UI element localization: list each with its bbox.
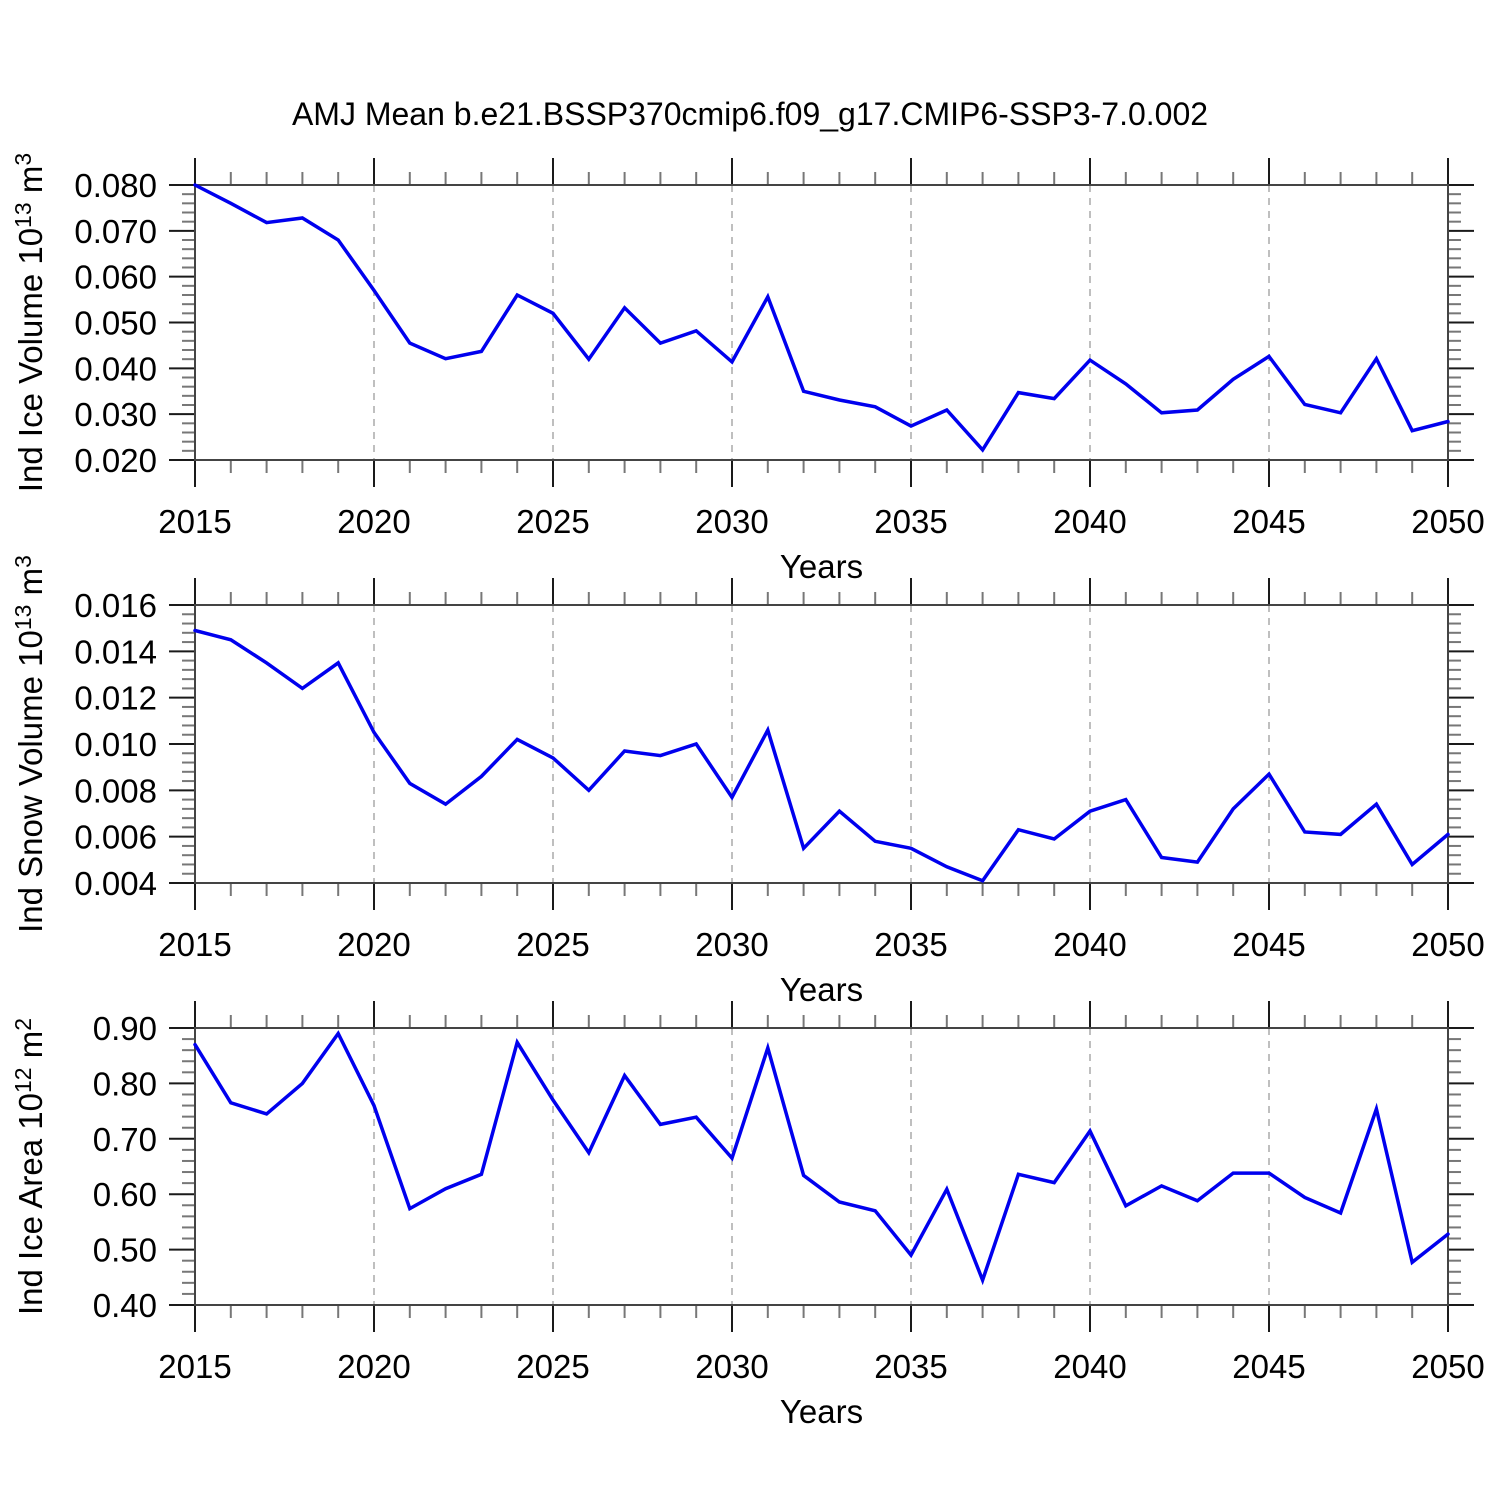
x-tick-label: 2045 bbox=[1232, 1348, 1305, 1385]
x-tick-label: 2035 bbox=[874, 1348, 947, 1385]
y-tick-label: 0.006 bbox=[74, 819, 157, 856]
x-tick-label: 2030 bbox=[695, 926, 768, 963]
panel-1: 0.020 0.030 0.040 0.050 0.060 0.070 0.080 2015 2… bbox=[10, 153, 1485, 585]
y-tick-label: 0.80 bbox=[93, 1065, 157, 1102]
y-tick-label: 0.60 bbox=[93, 1176, 157, 1213]
x-ticks bbox=[194, 158, 1449, 487]
y-ticks bbox=[169, 604, 1474, 884]
data-line-series bbox=[193, 628, 1450, 883]
y-tick-label: 0.080 bbox=[74, 167, 157, 204]
x-ticks bbox=[194, 1001, 1449, 1332]
x-axis-title: Years bbox=[780, 1393, 863, 1430]
y-tick-label: 0.070 bbox=[74, 213, 157, 250]
x-tick-label: 2045 bbox=[1232, 926, 1305, 963]
x-tick-label: 2015 bbox=[158, 926, 231, 963]
y-tick-label: 0.004 bbox=[74, 865, 157, 902]
x-tick-label: 2020 bbox=[337, 926, 410, 963]
x-tick-label: 2050 bbox=[1411, 1348, 1484, 1385]
y-tick-label: 0.008 bbox=[74, 772, 157, 809]
y-tick-label: 0.060 bbox=[74, 259, 157, 296]
x-tick-label: 2025 bbox=[516, 1348, 589, 1385]
panel-3: 0.40 0.50 0.60 0.70 0.80 0.90 2015 2020 2025 2030… bbox=[10, 1001, 1485, 1430]
y-tick-label: 0.040 bbox=[74, 350, 157, 387]
x-tick-label: 2040 bbox=[1053, 1348, 1126, 1385]
plot-frame bbox=[194, 604, 1449, 884]
y-tick-label: 0.70 bbox=[93, 1121, 157, 1158]
y-tick-label: 0.016 bbox=[74, 587, 157, 624]
x-tick-label: 2015 bbox=[158, 1348, 231, 1385]
x-tick-label: 2040 bbox=[1053, 926, 1126, 963]
y-tick-label: 0.014 bbox=[74, 633, 157, 670]
x-tick-label: 2020 bbox=[337, 1348, 410, 1385]
x-tick-label: 2035 bbox=[874, 503, 947, 540]
chart-title: AMJ Mean b.e21.BSSP370cmip6.f09_g17.CMIP… bbox=[291, 96, 1209, 132]
y-tick-label: 0.020 bbox=[74, 442, 157, 479]
x-tick-label: 2050 bbox=[1411, 926, 1484, 963]
x-tick-label: 2035 bbox=[874, 926, 947, 963]
x-tick-label: 2050 bbox=[1411, 503, 1484, 540]
panel-2: 0.004 0.006 0.008 0.010 0.012 0.014 0.016 2015 2… bbox=[10, 555, 1485, 1008]
y-tick-label: 0.012 bbox=[74, 680, 157, 717]
x-tick-label: 2015 bbox=[158, 503, 231, 540]
x-tick-label: 2045 bbox=[1232, 503, 1305, 540]
x-axis-title: Years bbox=[780, 548, 863, 585]
x-tick-label: 2030 bbox=[695, 1348, 768, 1385]
y-tick-label: 0.030 bbox=[74, 396, 157, 433]
y-tick-label: 0.050 bbox=[74, 305, 157, 342]
x-ticks bbox=[194, 578, 1449, 910]
y-tick-label: 0.40 bbox=[93, 1287, 157, 1324]
y-tick-label: 0.90 bbox=[93, 1010, 157, 1047]
x-tick-label: 2030 bbox=[695, 503, 768, 540]
data-line-series bbox=[193, 183, 1450, 453]
y-ticks bbox=[169, 1027, 1474, 1306]
x-tick-label: 2020 bbox=[337, 503, 410, 540]
x-tick-label: 2025 bbox=[516, 503, 589, 540]
data-line-series bbox=[193, 1030, 1450, 1286]
x-tick-label: 2025 bbox=[516, 926, 589, 963]
y-tick-label: 0.010 bbox=[74, 726, 157, 763]
y-axis-title: Ind Ice Area 1012 m2 bbox=[10, 1018, 49, 1315]
y-axis-title: Ind Ice Volume 1013 m3 bbox=[10, 153, 49, 492]
plot-frame bbox=[194, 184, 1449, 461]
y-axis-title: Ind Snow Volume 1013 m3 bbox=[10, 555, 49, 933]
x-axis-title: Years bbox=[780, 971, 863, 1008]
plot-frame bbox=[194, 1027, 1449, 1306]
y-tick-label: 0.50 bbox=[93, 1232, 157, 1269]
y-ticks bbox=[169, 184, 1474, 461]
x-tick-label: 2040 bbox=[1053, 503, 1126, 540]
